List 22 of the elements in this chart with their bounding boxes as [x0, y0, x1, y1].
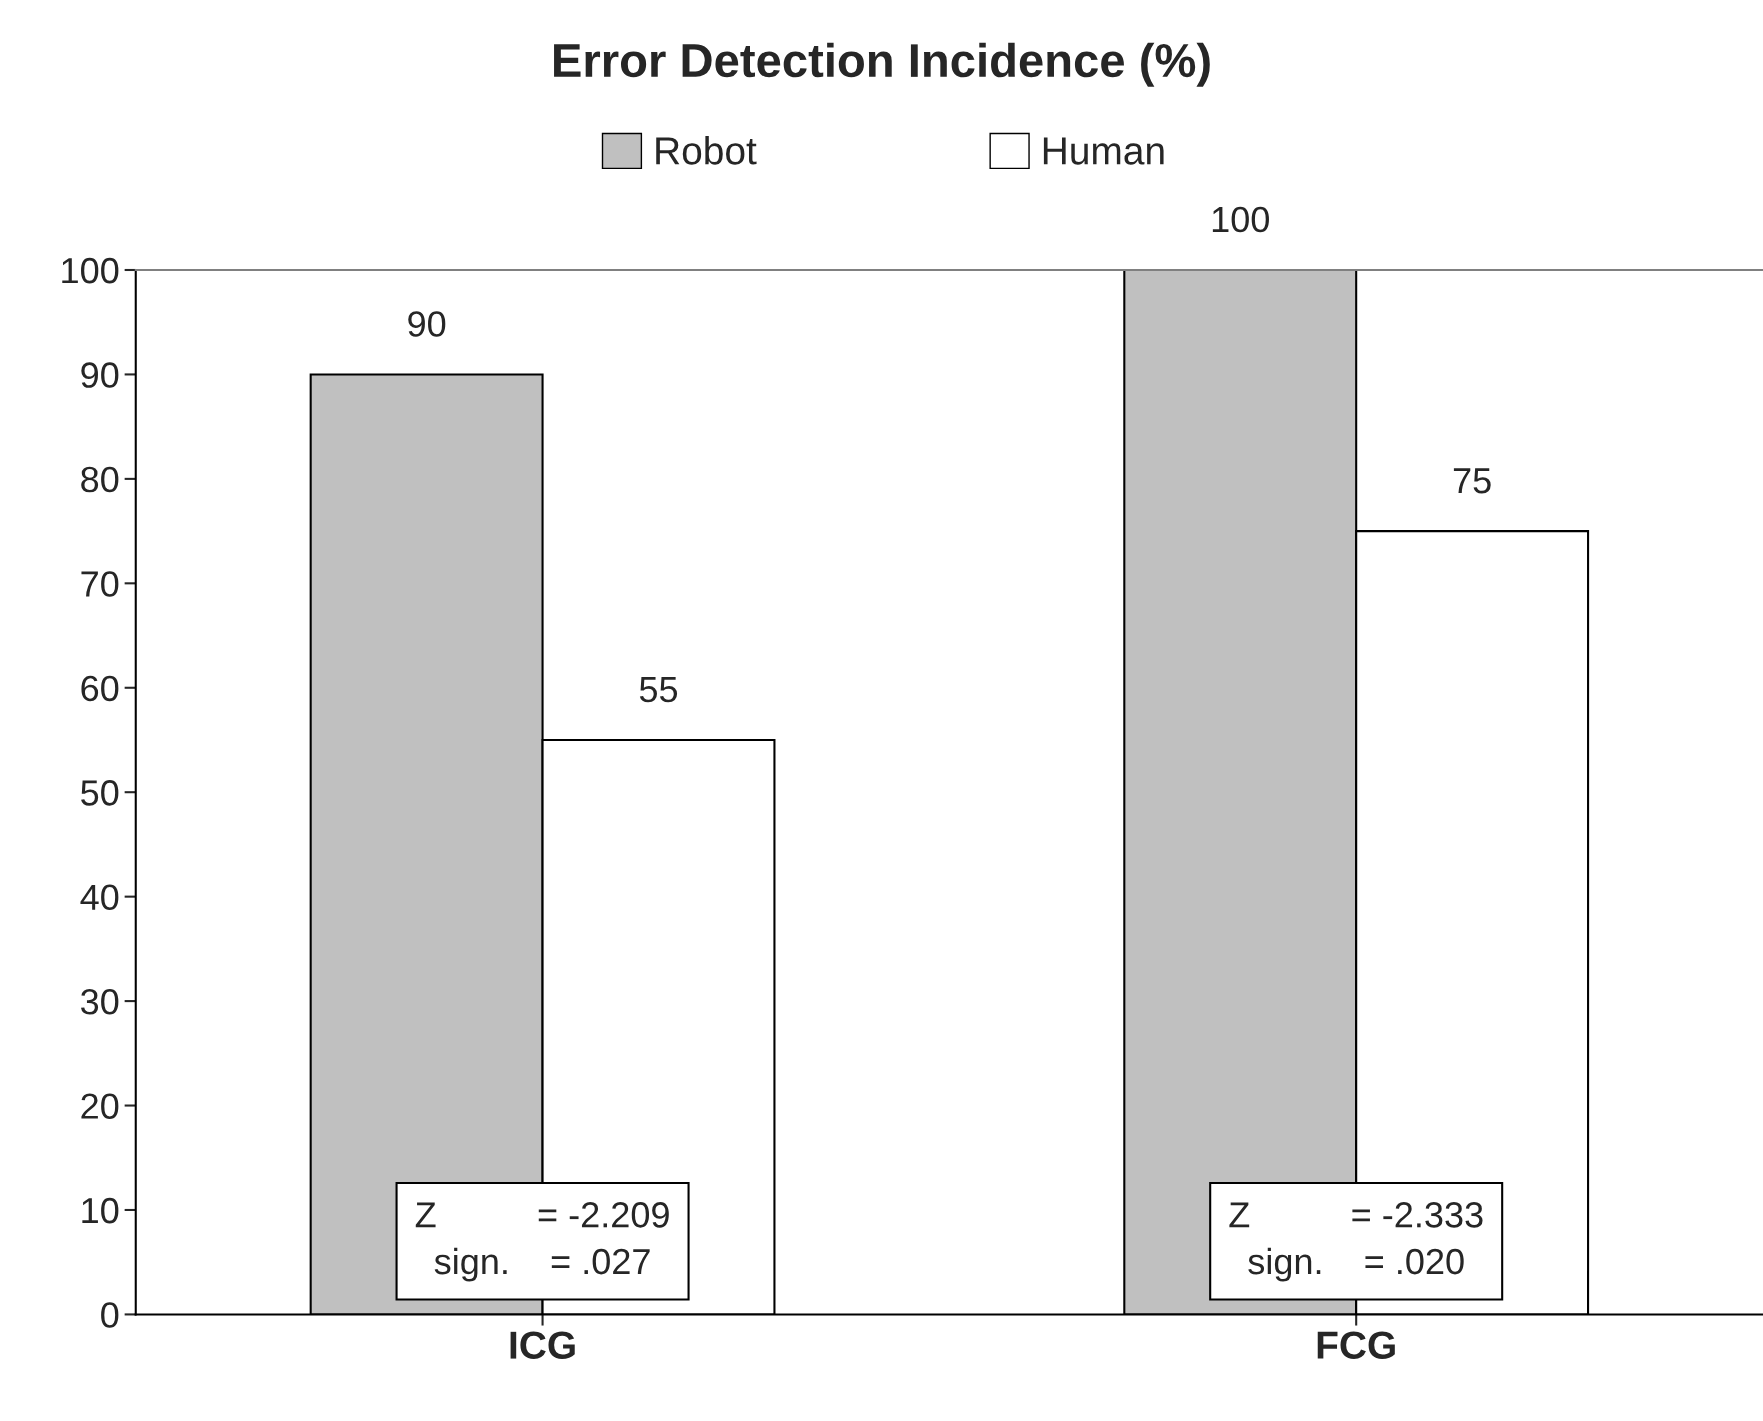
legend-label: Robot: [656, 136, 757, 165]
y-tick-label: 10: [82, 1197, 119, 1224]
y-tick-label: 20: [81, 1093, 119, 1119]
y-tick-label: 0: [101, 1302, 119, 1328]
y-tick-label: 80: [81, 466, 119, 493]
annotation: Z = -2.209 sign. = .027: [415, 1202, 669, 1282]
data-label: 100: [1212, 206, 1269, 233]
chart-title: Error Detection Incidence (%): [554, 42, 1210, 87]
x-tick-label: FCG: [1317, 1331, 1395, 1359]
annotation: Z = -2.333 sign. = .020: [1229, 1202, 1483, 1282]
y-tick-label: 30: [80, 988, 119, 1015]
y-tick-label: 90: [81, 362, 119, 388]
data-label: 90: [408, 311, 446, 337]
y-tick-label: 50: [81, 780, 119, 806]
y-tick-label: 60: [81, 675, 119, 702]
data-label: 55: [639, 677, 678, 703]
y-tick-label: 40: [80, 884, 119, 911]
x-tick-label: ICG: [510, 1331, 575, 1359]
legend-label: Human: [1043, 137, 1164, 165]
y-tick-label: 100: [62, 257, 119, 284]
data-label: 75: [1453, 468, 1491, 494]
y-tick-label: 70: [81, 571, 119, 597]
